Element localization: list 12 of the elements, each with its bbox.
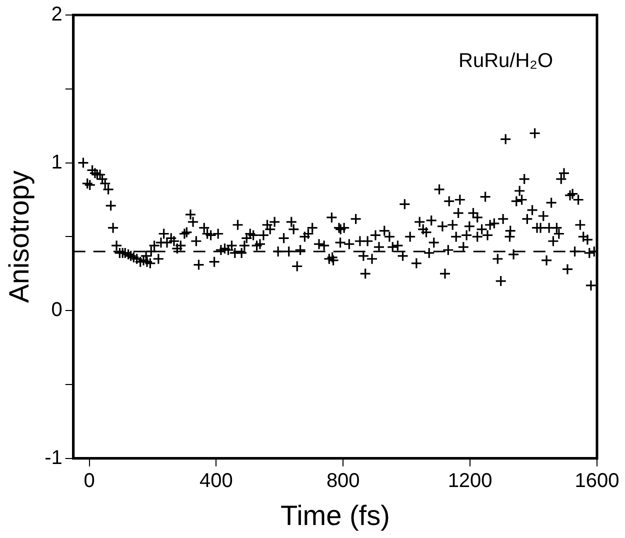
annotation: RuRu/H₂O: [458, 50, 553, 73]
x-tick-label: 1600: [574, 470, 620, 492]
x-axis-title: Time (fs): [280, 500, 390, 531]
y-tick-label: -1: [44, 446, 62, 469]
y-tick-label: 2: [51, 4, 62, 26]
y-tick-label: 1: [51, 151, 62, 174]
y-axis-title: Anisotropy: [4, 170, 35, 303]
x-tick-label: 0: [84, 470, 95, 492]
x-tick-label: 400: [200, 470, 233, 492]
x-tick-label: 800: [326, 470, 360, 492]
y-tick-label: 0: [51, 299, 62, 322]
x-tick-label: 1200: [448, 470, 492, 492]
